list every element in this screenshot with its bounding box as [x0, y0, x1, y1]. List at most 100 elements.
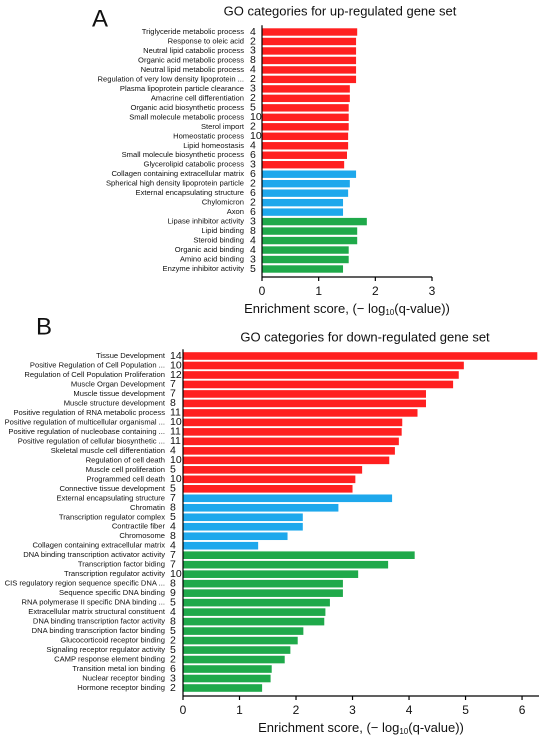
category-label: Triglyceride metabolic process [142, 27, 244, 36]
category-label: DNA binding transcription factor activit… [33, 617, 165, 626]
bar [183, 437, 399, 446]
gene-count: 10 [170, 454, 182, 466]
gene-count: 5 [170, 483, 176, 495]
gene-count: 5 [170, 644, 176, 656]
category-label: Regulation of very low density lipoprote… [98, 74, 244, 83]
category-label: Muscle tissue development [73, 389, 165, 398]
x-axis-label-part: (q-value)) [394, 301, 450, 316]
category-label: Connective tissue development [59, 484, 165, 493]
category-label: Collagen containing extracellular matrix [111, 169, 244, 178]
category-label: Positive regulation of RNA metabolic pro… [13, 408, 165, 417]
bar [183, 665, 272, 673]
gene-count: 2 [250, 121, 256, 133]
x-axis-label-subscript: 10 [385, 308, 394, 317]
bar [262, 66, 357, 74]
bar [262, 104, 349, 112]
category-label: Amino acid binding [180, 255, 244, 264]
category-label: Lipid homeostasis [183, 141, 244, 150]
x-tick-label: 3 [349, 703, 356, 717]
gene-count: 8 [250, 54, 256, 66]
category-label: Enzyme inhibitor activity [163, 264, 245, 273]
gene-count: 10 [170, 568, 182, 580]
bar [183, 541, 259, 550]
bar [262, 161, 345, 169]
gene-count: 11 [170, 426, 181, 438]
gene-count: 8 [170, 397, 176, 409]
category-label: Glucocorticoid receptor binding [60, 636, 165, 645]
gene-count: 7 [170, 558, 176, 570]
gene-count: 11 [170, 435, 181, 447]
bar [262, 208, 344, 216]
x-tick-label: 0 [180, 703, 187, 717]
gene-count: 7 [170, 549, 176, 561]
x-tick-label: 2 [293, 703, 300, 717]
bar [183, 466, 363, 474]
bar [183, 409, 418, 417]
gene-count: 6 [170, 663, 176, 675]
gene-count: 3 [250, 253, 256, 265]
bar [183, 475, 356, 484]
x-tick-label: 2 [372, 284, 379, 298]
gene-count: 4 [170, 445, 176, 457]
bar [183, 589, 343, 597]
bar [262, 255, 349, 264]
gene-count: 8 [250, 225, 256, 237]
x-tick-label: 0 [259, 284, 266, 298]
bar [262, 37, 357, 46]
gene-count: 6 [250, 149, 256, 161]
bar [183, 361, 464, 370]
category-label: Neutral lipid catabolic process [143, 46, 244, 55]
bar [262, 198, 344, 207]
bar [183, 532, 288, 541]
category-label: Contractile fiber [112, 522, 166, 531]
gene-count: 3 [250, 159, 256, 171]
bar [262, 28, 358, 36]
gene-count: 7 [170, 378, 176, 390]
category-label: Collagen containing extracellular matrix [32, 541, 165, 550]
category-label: Extracellular matrix structural constitu… [28, 607, 166, 616]
category-label: Positive Regulation of Cell Population .… [30, 360, 165, 369]
bar [262, 236, 358, 245]
x-axis-label-subscript: 10 [399, 727, 408, 736]
gene-count: 6 [250, 168, 256, 180]
category-label: CAMP response element binding [54, 655, 165, 664]
x-tick-label: 3 [429, 284, 436, 298]
category-label: Tissue Development [96, 351, 166, 360]
gene-count: 4 [170, 539, 176, 551]
gene-count: 2 [250, 196, 256, 208]
bar [262, 94, 350, 103]
gene-count: 5 [170, 625, 176, 637]
gene-count: 14 [170, 350, 182, 362]
gene-count: 10 [170, 359, 182, 371]
gene-count: 3 [250, 45, 256, 57]
bar [183, 428, 402, 436]
category-label: Positive regulation of multicellular org… [5, 417, 165, 426]
bar [262, 151, 347, 159]
category-label: Transcription regulator complex [59, 512, 165, 521]
gene-count: 11 [170, 407, 181, 419]
category-label: Organic acid metabolic process [138, 55, 244, 64]
bar [183, 646, 291, 654]
gene-count: 12 [170, 369, 182, 381]
gene-count: 4 [250, 234, 256, 246]
category-label: Hormone receptor binding [77, 683, 165, 692]
gene-count: 2 [170, 653, 176, 665]
bar [183, 551, 415, 559]
category-label: Glycerolipid catabolic process [144, 160, 245, 169]
x-axis-label-part: Enrichment score, (− log [244, 301, 385, 316]
bar [262, 142, 349, 150]
bar [262, 189, 349, 197]
category-label: Plasma lipoprotein particle clearance [120, 84, 244, 93]
category-label: External encapsulating structure [57, 493, 165, 502]
gene-count: 7 [170, 388, 176, 400]
bar [262, 170, 357, 178]
bar [183, 617, 325, 626]
category-label: Chylomicron [202, 198, 244, 207]
bar [183, 513, 303, 522]
category-label: Programmed cell death [86, 474, 165, 483]
bar [262, 132, 349, 140]
gene-count: 10 [170, 416, 182, 428]
gene-count: 2 [170, 634, 176, 646]
bar [183, 380, 454, 389]
bar [183, 608, 326, 616]
